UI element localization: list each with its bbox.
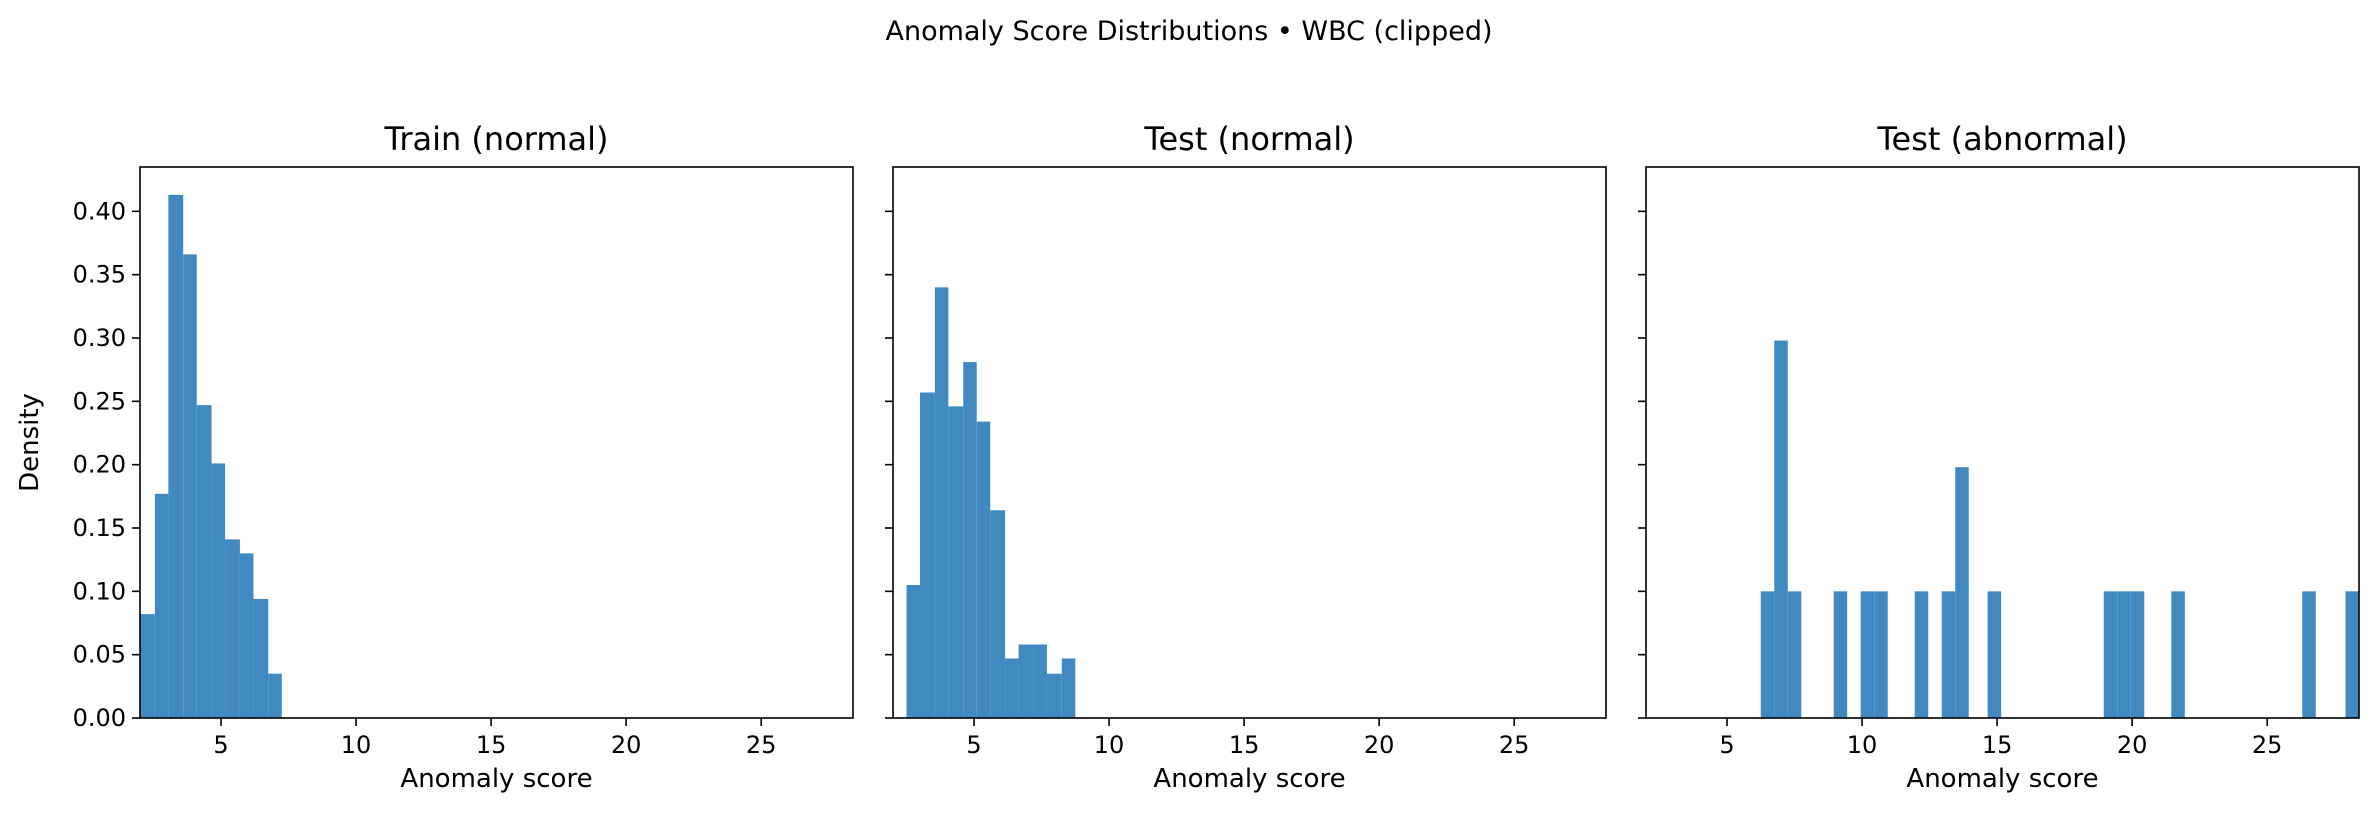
x-tick-label: 15	[1982, 731, 2013, 759]
histogram-bar	[1874, 591, 1888, 718]
histogram-bar	[963, 362, 977, 718]
histogram-bar	[1774, 340, 1788, 718]
figure-suptitle: Anomaly Score Distributions • WBC (clipp…	[885, 16, 1492, 47]
x-tick-label: 5	[1719, 731, 1734, 759]
histogram-bar	[239, 553, 254, 718]
x-tick-label: 20	[2117, 731, 2148, 759]
y-tick-label: 0.35	[73, 261, 126, 289]
subplot-title: Train (normal)	[383, 120, 608, 158]
y-axis-label: Density	[15, 393, 45, 492]
histogram-bar	[976, 421, 991, 718]
histogram-bar	[1833, 591, 1848, 718]
histogram-bar	[196, 405, 212, 718]
x-tick-label: 10	[1094, 731, 1125, 759]
subplot-title: Test (abnormal)	[1876, 120, 2127, 158]
histogram-bar	[211, 463, 226, 718]
histogram-bar	[1987, 591, 2002, 718]
histogram-bar	[1005, 658, 1019, 718]
x-tick-label: 20	[611, 731, 642, 759]
histogram-bar	[1787, 591, 1802, 718]
histogram-bar	[268, 673, 282, 718]
subplots: 5 10 15 20 25 0.00 0.05 0.10 0.15 0.20 0.25 0.30 0.3…	[15, 120, 2360, 794]
x-tick-label: 20	[1364, 731, 1395, 759]
histogram-bar	[253, 598, 269, 718]
histogram-bar	[2345, 591, 2359, 718]
histogram-bar	[168, 194, 184, 718]
x-axis-label: Anomaly score	[400, 764, 592, 794]
subplot-2: 5 10 15 20 25 Test (normal) Anomaly score	[885, 120, 1607, 794]
histogram-bar	[183, 254, 197, 718]
x-tick-label: 25	[1499, 731, 1530, 759]
histogram-bar	[1860, 591, 1875, 718]
histogram-bar	[2171, 591, 2185, 718]
histogram-bar	[1941, 591, 1956, 718]
histogram-bar	[2130, 591, 2145, 718]
y-tick-label: 0.25	[73, 387, 126, 415]
axes-frame	[892, 166, 1607, 719]
x-tick-label: 15	[476, 731, 507, 759]
y-tick-label: 0.40	[73, 197, 126, 225]
histogram-bar	[948, 406, 964, 718]
x-tick-label: 5	[966, 731, 981, 759]
histogram-bar	[154, 493, 169, 718]
histogram-bar	[140, 614, 155, 718]
subplot-3: 5 10 15 20 25 Test (abnormal) Anomaly score	[1638, 120, 2360, 794]
histogram-bar	[1033, 644, 1047, 718]
histogram-bar	[1955, 467, 1969, 718]
histogram-bar	[1914, 591, 1929, 718]
y-tick-label: 0.05	[73, 641, 126, 669]
x-tick-label: 25	[2252, 731, 2283, 759]
y-tick-label: 0.15	[73, 514, 126, 542]
x-tick-label: 25	[746, 731, 777, 759]
y-tick-label: 0.10	[73, 577, 126, 605]
subplot-title: Test (normal)	[1143, 120, 1354, 158]
x-axis-label: Anomaly score	[1906, 764, 2098, 794]
histogram-bars	[1760, 340, 2359, 718]
histogram-bar	[990, 510, 1006, 718]
x-tick-label: 10	[341, 731, 372, 759]
x-tick-label: 5	[213, 731, 228, 759]
histogram-bars	[140, 194, 282, 718]
y-tick-label: 0.20	[73, 451, 126, 479]
axes-frame	[1645, 166, 2360, 719]
axes-frame	[139, 166, 854, 719]
y-tick-label: 0.30	[73, 324, 126, 352]
histogram-bar	[225, 539, 240, 718]
histogram-bar	[1061, 658, 1076, 718]
histogram-bar	[920, 392, 935, 718]
histogram-bars	[906, 287, 1076, 718]
histogram-bar	[934, 287, 949, 718]
histogram-bar	[2117, 591, 2131, 718]
histogram-bar	[1760, 591, 1775, 718]
x-axis-label: Anomaly score	[1153, 764, 1345, 794]
histogram-bar	[906, 585, 920, 718]
histogram-bar	[1018, 644, 1034, 718]
histogram-bar	[2103, 591, 2118, 718]
y-tick-label: 0.00	[73, 704, 126, 732]
x-tick-label: 10	[1847, 731, 1878, 759]
x-tick-label: 15	[1229, 731, 1260, 759]
histogram-bar	[2302, 591, 2316, 718]
histogram-bar	[1046, 673, 1062, 718]
subplot-1: 5 10 15 20 25 0.00 0.05 0.10 0.15 0.20 0.25 0.30 0.3…	[15, 120, 854, 794]
